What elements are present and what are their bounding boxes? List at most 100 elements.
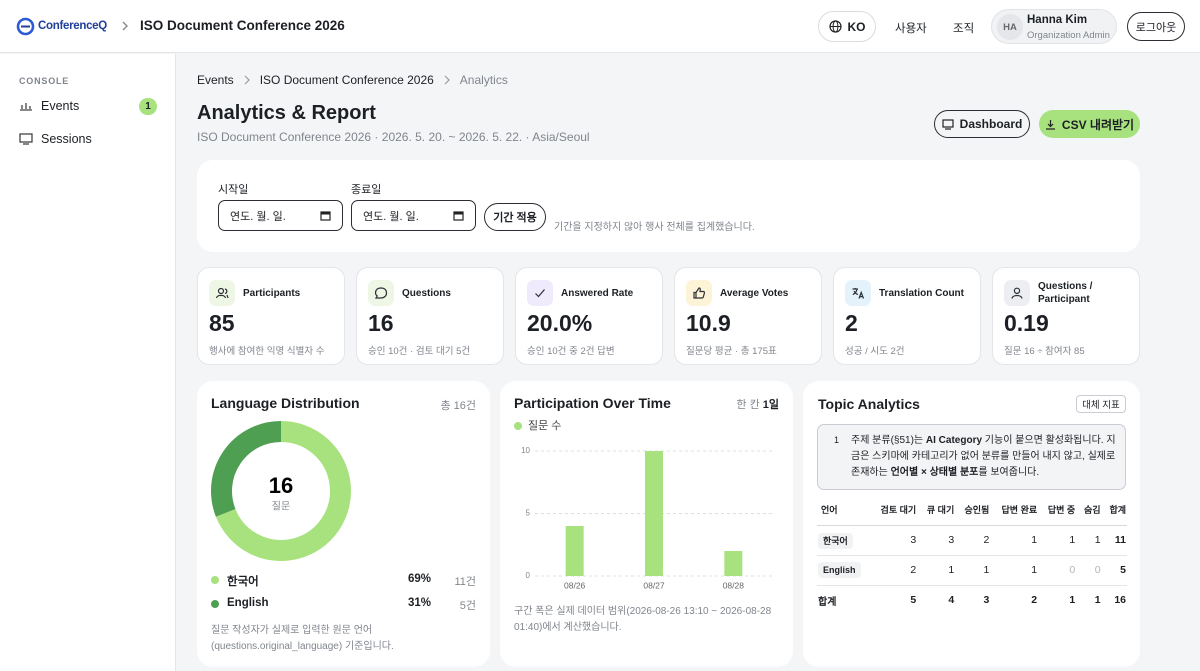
sidebar-item[interactable]: Sessions [41, 132, 92, 146]
user-menu[interactable]: HA Hanna Kim Organization Admin [991, 9, 1117, 44]
column-header: 답변 완료 [990, 495, 1039, 526]
icon [1011, 287, 1023, 299]
table-row: English 2 1 1 1 0 0 5 [817, 555, 1127, 586]
kpi-icon [686, 280, 712, 306]
avatar: HA [997, 14, 1023, 40]
table-row: 한국어 3 3 2 1 1 1 11 [817, 525, 1127, 556]
kpi-label: Questions / Participant [1038, 281, 1093, 305]
table-cell: 2 [955, 525, 991, 556]
crumb-sep [444, 75, 450, 85]
column-header: 숨김 [1076, 495, 1102, 526]
apply-button[interactable]: 기간 적용 [484, 203, 546, 231]
row-label: 합계 [817, 584, 870, 615]
table-header: 언어 검토 대기 큐 대기 승인됨 답변 완료 답변 중 숨김 합계 [817, 495, 1127, 526]
participation-card: Participation Over Time 한 칸 1일 질문 수 0 5 10 0… [500, 381, 793, 667]
kpi-note: 행사에 참여한 익명 식별자 수 [209, 346, 325, 357]
crumb[interactable]: ISO Document Conference 2026 [259, 73, 434, 87]
kpi-value: 2 [845, 310, 858, 336]
y-tick-label: 5 [526, 509, 531, 518]
legend-percent: 69% [407, 573, 431, 585]
kpi-icon [845, 280, 871, 306]
table-cell: 4 [917, 584, 956, 615]
language-switch[interactable]: KO [818, 11, 876, 42]
icon [535, 289, 545, 298]
language-card: Language Distribution 총 16건 16 질문 한국어 69%… [197, 381, 490, 667]
field-label: 종료일 [351, 184, 382, 196]
calendar-icon [320, 211, 331, 221]
topic-table: 언어 검토 대기 큐 대기 승인됨 답변 완료 답변 중 숨김 합계 한국어 3 3 2 1 1 1 11 En… [817, 495, 1127, 615]
legend-dot [211, 600, 219, 608]
dashboard-button[interactable]: Dashboard [934, 110, 1030, 138]
csv-button[interactable]: CSV 내려받기 [1039, 110, 1140, 138]
logout-button[interactable]: 로그아웃 [1127, 12, 1185, 41]
kpi-note: 승인 10건 · 검토 대기 5건 [368, 346, 471, 357]
notice-segment: 언어별 × 상태별 분포 [890, 467, 979, 478]
notice-segment: 기능이 붙으면 활성화됩니다. 지금은 스키마에 카테고리가 없어 분류를 만들… [851, 435, 1116, 478]
unit-value: 1일 [762, 399, 779, 411]
language-code: KO [847, 19, 866, 34]
date-input[interactable]: 연도. 월. 일. [218, 200, 343, 231]
y-tick-label: 10 [521, 446, 530, 455]
card-title: Language Distribution [211, 395, 360, 411]
donut-slice [215, 421, 351, 561]
kpi-value: 10.9 [686, 310, 731, 336]
card-note: 질문 작성자가 실제로 입력한 원문 언어 (questions.origina… [211, 625, 394, 652]
x-tick-label: 08/28 [723, 580, 745, 590]
crumb[interactable]: Events [197, 73, 234, 87]
kpi-label: Average Votes [720, 287, 789, 299]
notice-segment: 를 보여줍니다. [978, 467, 1040, 478]
kpi-card: Answered Rate 20.0% 승인 10건 중 2건 답변 [515, 267, 663, 365]
kpi-note: 승인 10건 중 2건 답변 [527, 346, 615, 357]
kpi-value: 85 [209, 310, 235, 336]
table-cell: 5 [1101, 555, 1127, 586]
bar [565, 526, 584, 576]
page-subtitle: ISO Document Conference 2026 · 2026. 5. … [197, 130, 590, 144]
field-label: 시작일 [218, 184, 249, 196]
column-header: 합계 [1101, 495, 1127, 526]
user-name: Hanna Kim [1027, 14, 1088, 26]
crumb-sep [244, 75, 250, 85]
logo-icon [16, 17, 35, 36]
table-cell: 3 [955, 584, 991, 615]
row-label: 한국어 [817, 525, 870, 556]
x-tick-label: 08/26 [564, 580, 586, 590]
logo-text[interactable]: ConferenceQ [38, 20, 107, 32]
unit-label: 한 칸 [736, 399, 760, 411]
kpi-value: 20.0% [527, 310, 593, 336]
table-cell: 16 [1101, 584, 1127, 615]
kpi-icon [368, 280, 394, 306]
page-title: Analytics & Report [197, 102, 376, 124]
icon [693, 287, 705, 299]
kpi-note: 질문 16 ÷ 참여자 85 [1004, 346, 1085, 357]
kpi-value: 0.19 [1004, 310, 1049, 336]
table-cell: 1 [917, 555, 956, 586]
card-total: 총 16건 [440, 400, 476, 412]
nav-link[interactable]: 사용자 [895, 23, 927, 35]
y-tick-label: 0 [526, 571, 531, 580]
table-cell: 1 [1038, 525, 1077, 556]
user-role: Organization Admin [1027, 30, 1110, 41]
event-title: ISO Document Conference 2026 [140, 18, 345, 33]
date-input[interactable]: 연도. 월. 일. [351, 200, 476, 231]
table-cell: 1 [990, 525, 1039, 556]
kpi-label: Participants [243, 287, 301, 299]
sidebar-badge: 1 [139, 98, 157, 115]
language-pill: 한국어 [818, 532, 853, 549]
nav-link[interactable]: 조직 [953, 23, 975, 35]
card-title: Topic Analytics [818, 396, 920, 412]
download-icon [1045, 119, 1055, 130]
table-cell: 1 [955, 555, 991, 586]
table-cell: 0 [1076, 555, 1102, 586]
card-title: Participation Over Time [514, 395, 671, 411]
kpi-card: Participants 85 행사에 참여한 익명 식별자 수 [197, 267, 345, 365]
kpi-card: Questions / Participant 0.19 질문 16 ÷ 참여자 8… [992, 267, 1140, 365]
kpi-note: 성공 / 시도 2건 [845, 346, 905, 357]
legend-dot [514, 422, 522, 430]
table-cell: 1 [990, 555, 1039, 586]
sidebar-item[interactable]: Events [41, 99, 80, 113]
legend-count: 5건 [459, 600, 476, 612]
kpi-card: Questions 16 승인 10건 · 검토 대기 5건 [356, 267, 504, 365]
table-cell: 2 [990, 584, 1039, 615]
notice-segment: AI Category [925, 435, 983, 446]
